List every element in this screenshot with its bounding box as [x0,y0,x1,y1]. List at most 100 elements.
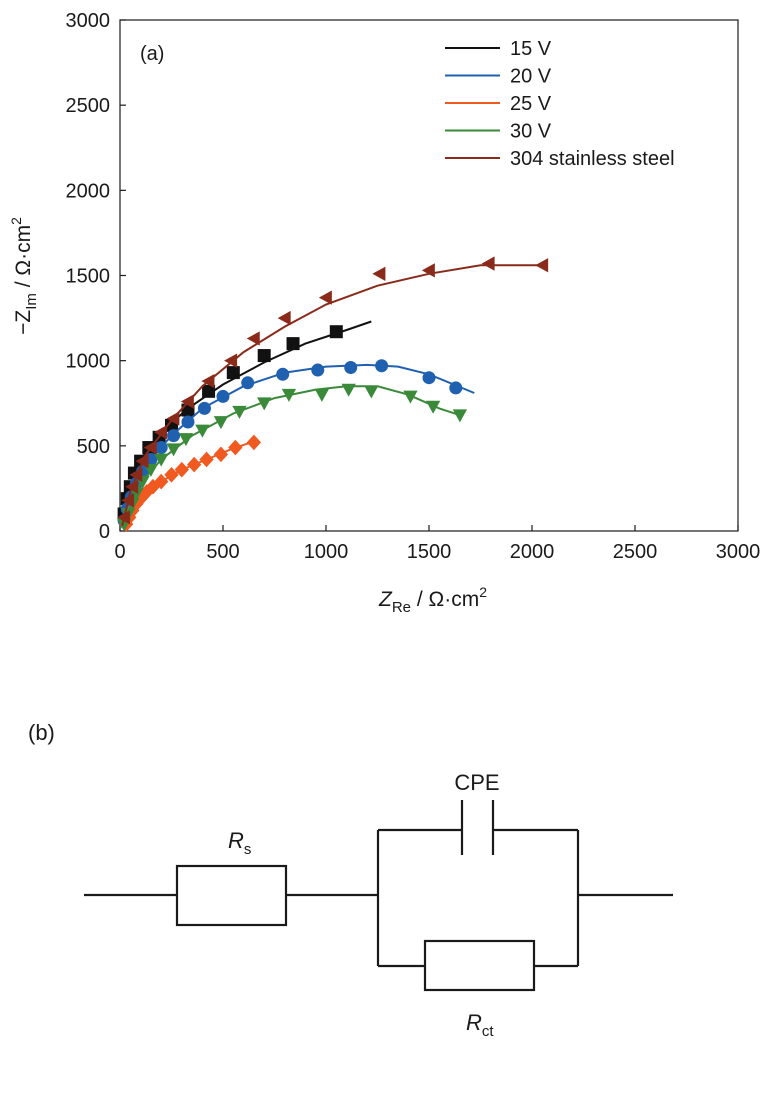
series-layer [116,256,549,532]
rs-label-sub: s [244,841,252,858]
x-tick-label: 1000 [304,541,349,563]
data-point [178,433,194,447]
nyquist-chart: 0 500 1000 1500 2000 2500 3000 0 500 1000 1500 200… [8,10,760,616]
rct-label-main: R [466,1010,482,1035]
cpe-label: CPE [454,770,499,795]
equivalent-circuit: (b) Rs CPE Rct [28,720,673,1040]
y-axis-label-prefix: −Z [12,310,35,335]
data-point [154,441,168,455]
data-point [481,256,495,271]
fit-line-30-v [121,385,461,529]
data-point [199,451,214,468]
data-point [216,389,230,403]
data-point [197,401,211,415]
data-point [129,467,143,482]
data-point [121,493,135,508]
fit-line-304-stainless-steel [121,264,543,527]
x-tick-label: 2500 [613,541,658,563]
data-point [232,405,247,419]
data-point [421,263,435,278]
data-point [167,429,181,443]
data-point [154,473,169,490]
data-point [125,479,139,494]
y-tick-label: 1500 [66,266,111,288]
data-point [286,337,300,351]
data-point [213,446,229,463]
legend-item-25-v: 25 V [445,93,552,115]
data-point [164,466,179,483]
legend-item-20-v: 20 V [445,66,552,88]
data-point [187,456,202,473]
panel-label-a: (a) [140,43,164,65]
data-point [166,411,180,426]
data-point [228,439,243,456]
x-tick-label: 0 [114,541,125,563]
data-point [195,424,210,438]
y-tick-label: 3000 [66,10,111,32]
x-axis-label-sub: Re [392,599,411,616]
data-point [311,363,325,377]
x-tick-label: 2000 [510,541,555,563]
y-tick-label: 500 [77,436,110,458]
data-point [246,331,260,346]
data-point [174,461,189,478]
y-axis-label: −ZIm / Ω·cm2 [8,217,40,335]
y-tick-label: 1000 [66,351,111,373]
x-axis-label-main: Z [378,588,393,611]
data-point [143,440,157,455]
data-point [213,416,229,430]
legend-label: 304 stainless steel [510,148,675,170]
data-point [145,478,161,495]
data-point [257,349,271,363]
data-point [276,367,290,381]
data-point [314,388,330,402]
data-point [281,388,297,402]
panel-label-b: (b) [28,720,55,745]
x-tick-label: 3000 [716,541,761,563]
data-point [201,373,215,389]
x-tick-label: 500 [206,541,239,563]
data-point [154,425,168,440]
x-axis-label-sup: 2 [479,584,487,600]
data-point [166,443,181,457]
data-point [344,360,358,374]
data-point [372,266,386,281]
y-tick-label: 0 [99,521,110,543]
data-point [425,400,441,414]
y-axis-label-sub: Im [23,293,40,310]
data-point [375,359,389,373]
y-tick-label: 2000 [66,180,111,202]
data-point [154,453,169,467]
legend-item-30-v: 30 V [445,121,552,143]
y-axis-label-unit: / Ω·cm [12,225,35,293]
data-point [449,381,463,395]
data-point [277,310,291,326]
data-point [318,290,332,305]
legend-label: 25 V [510,93,552,115]
series-304-stainless-steel [116,256,549,527]
rct-label-sub: ct [482,1023,495,1040]
rct-label: Rct [466,1010,494,1040]
data-point [257,397,272,411]
legend-item-15-v: 15 V [445,38,552,60]
data-point [202,384,216,398]
data-point [535,258,549,273]
y-axis-label-sup: 2 [8,217,24,225]
data-point [224,353,238,368]
data-point [226,366,240,380]
x-axis-ticks: 0 500 1000 1500 2000 2500 3000 [114,525,760,563]
x-tick-label: 1500 [407,541,452,563]
legend-item-304-stainless-steel: 304 stainless steel [445,148,675,170]
y-axis-ticks: 0 500 1000 1500 2000 2500 3000 [66,10,126,543]
x-axis-label-unit: / Ω·cm [411,588,479,611]
data-point [403,390,418,404]
data-point [246,434,262,451]
data-point [422,371,436,385]
legend-label: 15 V [510,38,552,60]
legend: 15 V 20 V 25 V 30 V 304 stainless steel [445,38,675,170]
data-point [116,510,130,525]
series-30-v [116,383,468,532]
x-axis-label: ZRe / Ω·cm2 [378,584,487,616]
legend-label: 30 V [510,121,552,143]
data-point [329,325,343,339]
